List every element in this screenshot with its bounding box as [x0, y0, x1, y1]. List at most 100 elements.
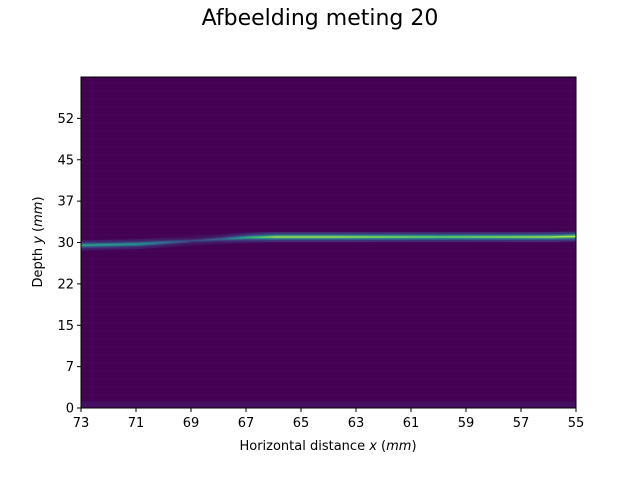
y-axis-label-var: y	[31, 236, 46, 245]
band-cell	[483, 236, 487, 238]
band-cell	[552, 236, 556, 238]
band-cell	[93, 244, 97, 246]
y-tick-label: 7	[66, 360, 74, 375]
band-cell	[366, 236, 370, 238]
band-cell	[336, 236, 340, 238]
band-cell	[297, 236, 301, 238]
band-cell	[249, 236, 253, 239]
band-cell	[171, 241, 175, 243]
x-tick-label: 63	[348, 416, 365, 431]
band-cell	[459, 236, 463, 238]
x-tick-label: 59	[458, 416, 475, 431]
band-cell	[546, 236, 550, 238]
band-cell	[279, 236, 283, 238]
band-cell	[246, 236, 250, 239]
band-cell	[396, 236, 400, 238]
x-tick-label: 69	[183, 416, 200, 431]
band-cell	[525, 236, 529, 238]
band-cell	[273, 236, 277, 238]
band-cell	[261, 236, 265, 239]
band-cell	[399, 236, 403, 238]
band-cell	[237, 237, 241, 239]
x-tick-label: 73	[73, 416, 90, 431]
y-tick-label: 0	[66, 402, 74, 417]
band-cell	[393, 236, 397, 238]
band-cell	[150, 242, 154, 245]
band-cell	[363, 236, 367, 238]
x-tick-label: 55	[568, 416, 585, 431]
band-cell	[405, 236, 409, 238]
x-axis: 73 71 69 67 65 63 61 59 57 55	[73, 408, 585, 431]
band-cell	[138, 243, 142, 245]
band-cell	[243, 236, 247, 239]
band-cell	[198, 239, 202, 242]
band-cell	[324, 236, 328, 238]
x-tick-label: 61	[403, 416, 420, 431]
band-cell	[414, 236, 418, 238]
band-cell	[213, 238, 217, 241]
band-cell	[549, 236, 553, 238]
band-cell	[318, 236, 322, 238]
y-axis: 0 7 15 22 30 37 45 52	[57, 112, 81, 417]
band-cell	[144, 242, 148, 245]
band-cell	[501, 236, 505, 238]
band-cell	[339, 236, 343, 238]
band-cell	[156, 242, 160, 244]
band-cell	[432, 236, 436, 238]
band-cell	[528, 236, 532, 238]
band-cell	[492, 236, 496, 238]
x-axis-label: Horizontal distance x (mm)	[239, 439, 416, 454]
band-cell	[111, 243, 115, 246]
band-cell	[447, 236, 451, 238]
band-cell	[291, 236, 295, 238]
band-cell	[195, 239, 199, 242]
band-cell	[81, 244, 85, 247]
band-cell	[450, 236, 454, 238]
band-cell	[345, 236, 349, 238]
band-cell	[186, 240, 190, 242]
band-cell	[429, 236, 433, 238]
band-cell	[174, 241, 178, 243]
band-cell	[519, 236, 523, 238]
band-cell	[126, 243, 130, 246]
band-cell	[282, 236, 286, 238]
band-cell	[375, 236, 379, 238]
band-cell	[96, 244, 100, 246]
band-cell	[453, 236, 457, 238]
band-cell	[309, 236, 313, 238]
band-cell	[570, 235, 574, 238]
band-cell	[333, 236, 337, 238]
band-cell	[390, 236, 394, 238]
band-cell	[312, 236, 316, 238]
band-cell	[219, 238, 223, 240]
x-tick-label: 67	[238, 416, 255, 431]
band-cell	[105, 243, 109, 246]
band-cell	[531, 236, 535, 238]
band-cell	[354, 236, 358, 238]
band-cell	[381, 236, 385, 238]
x-axis-label-unit: mm	[386, 439, 411, 454]
band-cell	[189, 240, 193, 242]
band-cell	[147, 242, 151, 245]
band-cell	[564, 235, 568, 238]
band-cell	[438, 236, 442, 238]
band-cell	[114, 243, 118, 246]
band-cell	[252, 236, 256, 239]
band-cell	[321, 236, 325, 238]
band-cell	[183, 240, 187, 243]
band-cell	[225, 237, 229, 240]
band-cell	[162, 241, 166, 244]
band-cell	[387, 236, 391, 238]
band-cell	[543, 236, 547, 238]
band-cell	[444, 236, 448, 238]
x-tick-label: 57	[513, 416, 530, 431]
band-cell	[477, 236, 481, 238]
y-axis-label-main: Depth	[31, 244, 46, 288]
band-cell	[120, 243, 124, 246]
band-cell	[480, 236, 484, 238]
band-cell	[522, 236, 526, 238]
band-cell	[240, 237, 244, 239]
band-cell	[513, 236, 517, 238]
band-cell	[264, 236, 268, 238]
